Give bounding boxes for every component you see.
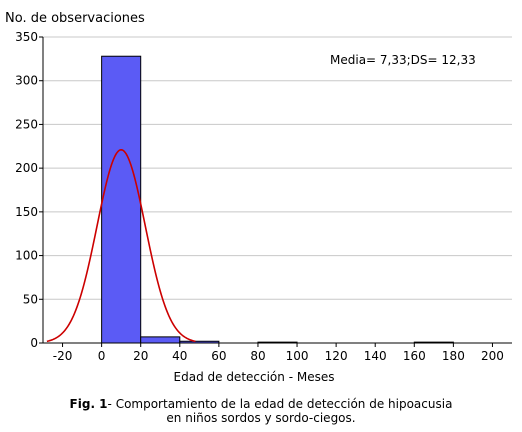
figure-caption-line2: en niños sordos y sordo-ciegos. — [166, 411, 356, 425]
y-tick-label: 50 — [23, 292, 38, 306]
y-tick-label: 350 — [15, 30, 38, 44]
x-tick-label: 140 — [364, 349, 387, 363]
normal-curve — [46, 148, 196, 343]
x-tick-label: 60 — [211, 349, 226, 363]
histogram-bar — [140, 336, 181, 344]
x-tick-label: 20 — [133, 349, 148, 363]
x-axis-label: Edad de detección - Meses — [174, 370, 335, 384]
x-tick-label: 80 — [250, 349, 265, 363]
x-tick-label: 200 — [481, 349, 504, 363]
normal-curve-line — [46, 148, 196, 343]
x-tick-label: 120 — [325, 349, 348, 363]
x-tick-label: 180 — [442, 349, 465, 363]
stats-annotation: Media= 7,33;DS= 12,33 — [330, 53, 476, 67]
x-tick-label: 0 — [98, 349, 106, 363]
caption-line1: - Comportamiento de la edad de detección… — [107, 397, 453, 411]
y-tick-label: 100 — [15, 249, 38, 263]
histogram-bar — [101, 55, 142, 344]
x-tick-label: -20 — [53, 349, 73, 363]
bars — [101, 55, 454, 344]
figure-caption: Fig. 1- Comportamiento de la edad de det… — [0, 397, 522, 411]
y-tick-label: 300 — [15, 74, 38, 88]
x-tick-label: 160 — [403, 349, 426, 363]
y-tick-label: 150 — [15, 205, 38, 219]
y-tick-label: 250 — [15, 117, 38, 131]
axes: 0 50 100 150 200 250 300 350 -20 0 20 40 60 80 100 120 1… — [15, 30, 512, 363]
x-tick-label: 100 — [286, 349, 309, 363]
y-axis-label: No. de observaciones — [5, 11, 145, 26]
y-tick-label: 0 — [30, 336, 38, 350]
y-tick-label: 200 — [15, 161, 38, 175]
caption-label: Fig. 1 — [69, 397, 108, 411]
x-tick-label: 40 — [172, 349, 187, 363]
